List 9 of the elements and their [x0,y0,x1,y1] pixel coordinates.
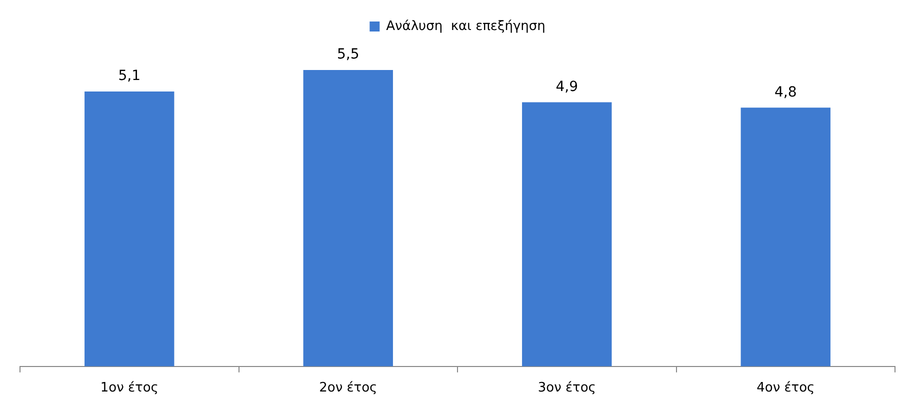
data-label: 5,1 [118,68,141,84]
x-tick-label: 1ον έτος [100,380,158,396]
x-tick-label: 3ον έτος [538,380,596,396]
data-label: 4,9 [556,78,578,95]
x-tick-label: 4ον έτος [756,380,815,396]
data-label: 5,5 [336,46,360,63]
data-label: 4,8 [774,84,797,100]
legend-label: Ανάλυση και επεξήγηση [386,18,546,34]
x-tick-label: 2ον έτος [319,380,378,396]
